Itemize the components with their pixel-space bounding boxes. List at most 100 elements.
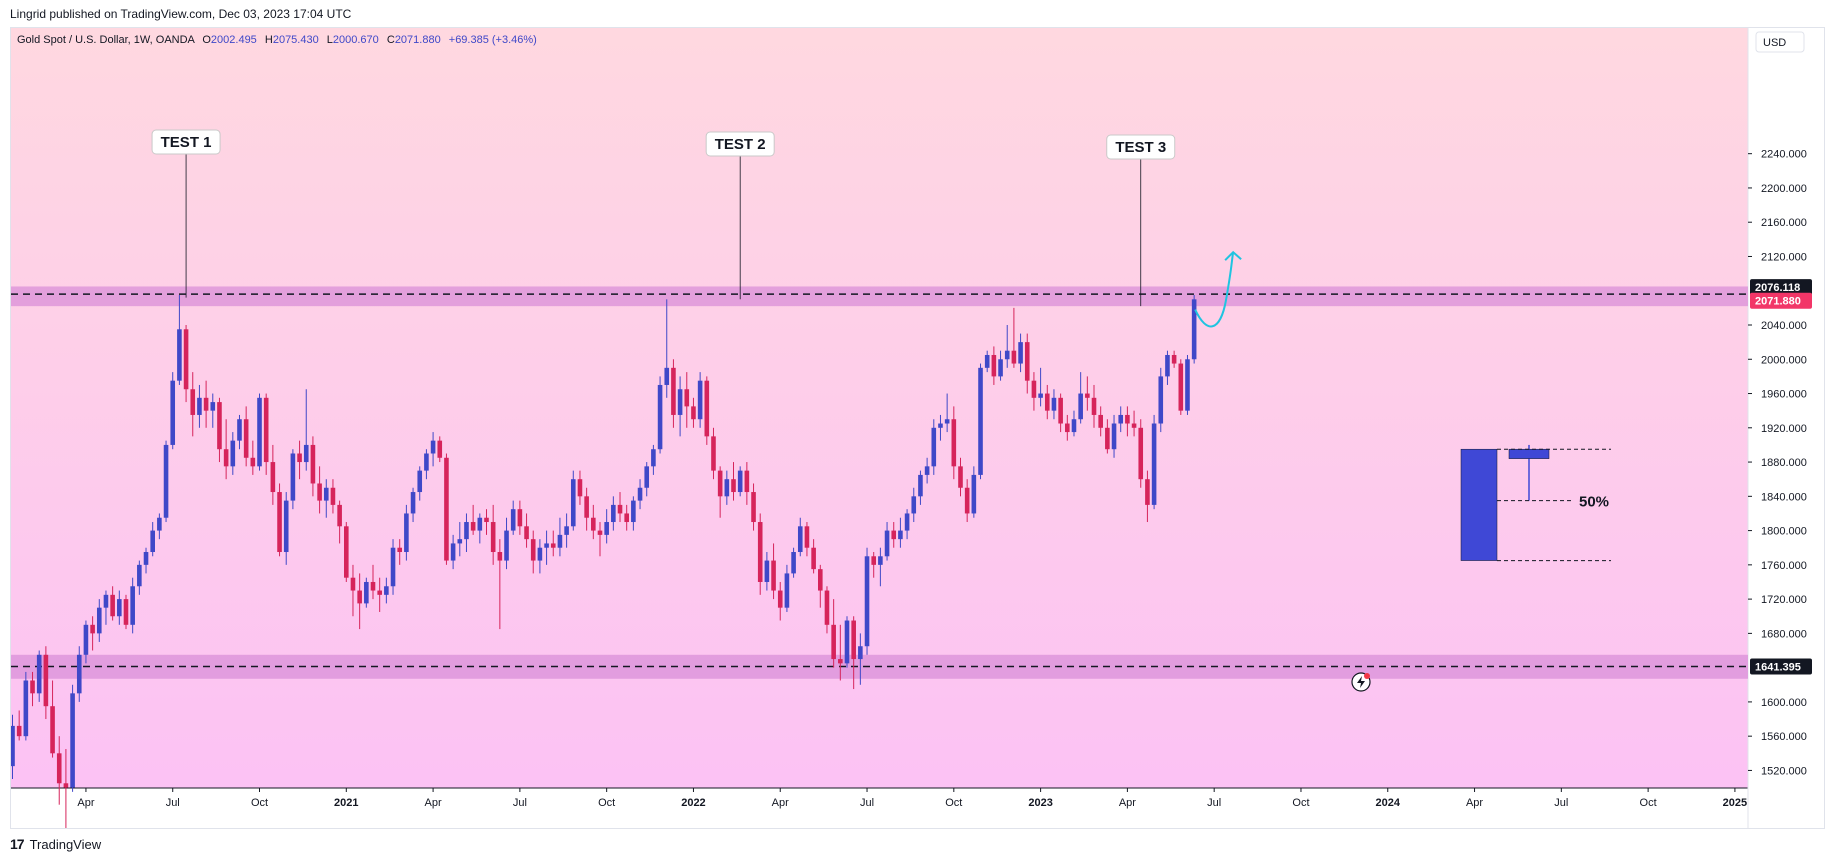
candle	[844, 616, 850, 668]
candle-body	[16, 725, 22, 737]
projection-big-bar	[1460, 448, 1498, 561]
candle-body	[510, 509, 516, 531]
candle	[591, 504, 596, 540]
candle	[637, 479, 643, 510]
candle	[544, 530, 549, 565]
resistance-zone	[11, 286, 1748, 307]
candle-body	[504, 530, 509, 561]
candle	[557, 517, 563, 557]
candle	[177, 295, 182, 385]
candle-body	[1131, 423, 1137, 428]
candle	[530, 530, 536, 574]
candle	[397, 539, 403, 565]
candle-body	[1145, 479, 1150, 505]
candle-body	[671, 367, 676, 415]
candle	[110, 586, 115, 621]
candle	[1051, 389, 1057, 420]
bolt-icon[interactable]	[1351, 672, 1371, 692]
price-axis-background[interactable]	[1748, 28, 1824, 828]
candle	[550, 530, 556, 557]
candle-body	[1085, 393, 1090, 398]
candle	[744, 462, 750, 505]
price-level-badge[interactable]: 2071.880	[1750, 292, 1812, 309]
price-tick-label: 1920.000	[1761, 423, 1807, 435]
candle	[484, 509, 489, 535]
candle	[1071, 410, 1077, 437]
test-label-box	[705, 131, 775, 157]
candle	[791, 547, 796, 578]
candle-body	[377, 590, 382, 595]
tradingview-footer[interactable]: 17 TradingView	[10, 836, 101, 852]
candle-body	[584, 496, 589, 518]
price-tick-label: 1680.000	[1761, 628, 1807, 640]
candle-body	[437, 440, 443, 458]
candle-body	[344, 526, 349, 578]
candle-body	[544, 543, 549, 548]
candle	[1078, 372, 1083, 424]
candle	[711, 427, 716, 480]
test-annotation[interactable]: TEST 3	[1106, 134, 1176, 307]
candle-body	[731, 479, 736, 493]
candle	[664, 299, 670, 398]
time-tick-label: 2025	[1723, 797, 1747, 809]
candle-body	[1098, 414, 1103, 428]
candle-body	[597, 530, 603, 535]
time-axis-background[interactable]	[11, 788, 1748, 828]
candle	[263, 393, 269, 475]
symbol-legend: Gold Spot / U.S. Dollar, 1W, OANDA O2002…	[17, 34, 537, 46]
candle	[998, 350, 1003, 381]
candle-body	[297, 453, 302, 463]
candle-body	[83, 624, 89, 655]
legend-close-label: C	[387, 34, 395, 46]
currency-button[interactable]: USD	[1755, 31, 1805, 53]
candle	[811, 539, 816, 574]
test-annotation[interactable]: TEST 2	[705, 131, 775, 300]
candle-body	[110, 594, 115, 617]
candle	[657, 376, 663, 454]
candle	[891, 522, 897, 548]
candle	[944, 393, 950, 433]
candle	[764, 552, 770, 591]
candle-body	[904, 513, 910, 531]
candle-body	[190, 389, 196, 415]
candle	[323, 479, 329, 518]
candle	[777, 581, 783, 621]
price-level-badge[interactable]: 1641.395	[1750, 658, 1812, 675]
candle-body	[931, 427, 937, 467]
legend-change: +69.385 (+3.46%)	[449, 34, 537, 46]
chart-frame[interactable]: TEST 1 TEST 2 TEST 3 50% Gold Spot / U.S. …	[10, 27, 1825, 829]
candle-body	[657, 384, 663, 450]
candle	[771, 543, 776, 600]
price-tick-label: 1760.000	[1761, 560, 1807, 572]
candle-body	[824, 590, 830, 625]
candle	[364, 577, 369, 608]
price-tick-label: 1560.000	[1761, 731, 1807, 743]
candle	[797, 517, 803, 557]
candle-body	[197, 397, 202, 415]
candle-body	[757, 522, 763, 582]
test-annotation[interactable]: TEST 1	[151, 129, 221, 298]
candle-body	[123, 599, 129, 625]
candle	[203, 380, 209, 428]
candle	[584, 487, 589, 531]
candle	[604, 509, 609, 544]
candle-body	[1111, 423, 1117, 450]
candle-body	[130, 586, 135, 625]
time-tick-label: 2024	[1376, 797, 1401, 809]
candle	[444, 453, 449, 565]
candle-body	[357, 590, 362, 604]
candle	[537, 539, 543, 574]
candle-body	[591, 517, 596, 531]
publisher-line: Lingrid published on TradingView.com, De…	[10, 7, 352, 21]
candle-body	[137, 564, 142, 587]
candle	[1151, 414, 1157, 510]
candle	[731, 462, 736, 501]
price-level-badge[interactable]: 2076.118	[1750, 279, 1812, 296]
candle	[1065, 414, 1070, 441]
candle-body	[263, 397, 269, 463]
candle	[978, 363, 983, 480]
candle-body	[651, 449, 656, 467]
price-level-badge-bg	[1750, 279, 1812, 296]
chart-canvas[interactable]: TEST 1 TEST 2 TEST 3 50% Gold Spot / U.S. …	[11, 28, 1824, 828]
candle	[150, 522, 155, 557]
